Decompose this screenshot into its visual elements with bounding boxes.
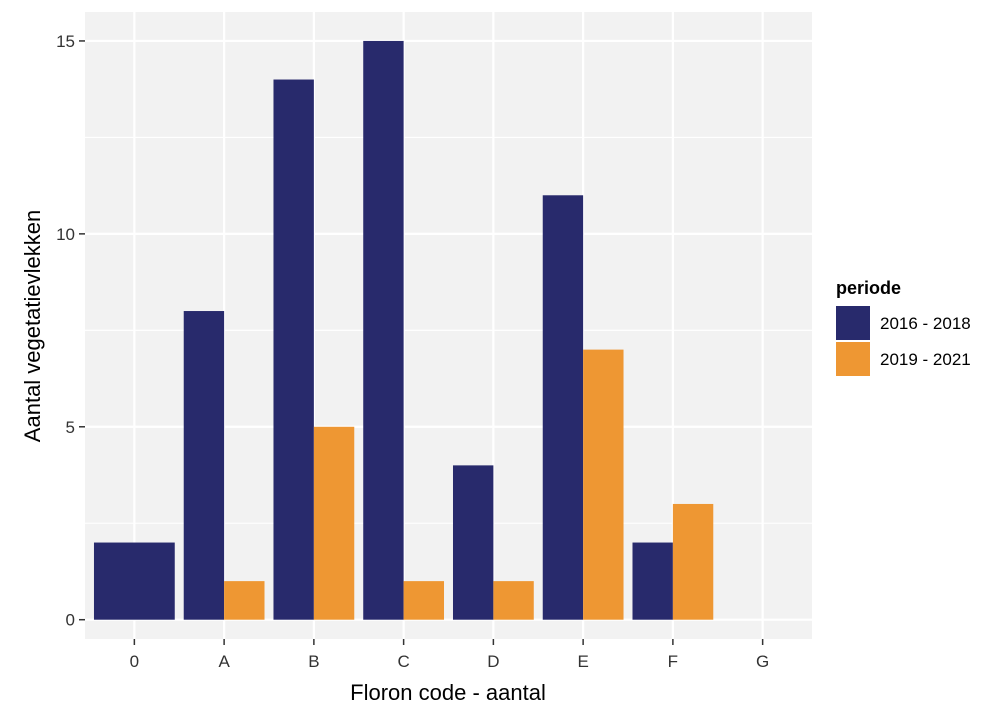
legend: periode 2016 - 2018 2019 - 2021 — [836, 278, 971, 376]
x-axis-title: Floron code - aantal — [350, 680, 546, 705]
bar-2016-2018-D — [452, 465, 494, 620]
y-tick-label: 15 — [56, 32, 75, 51]
bar-2019-2021-C — [403, 581, 445, 620]
x-axis: 0 A B C D E F G — [130, 639, 769, 671]
bar-2016-2018-B — [273, 79, 314, 620]
legend-label: 2016 - 2018 — [880, 314, 971, 333]
legend-swatch — [836, 306, 870, 340]
bar-2016-2018-E — [542, 195, 584, 620]
x-tick-label: 0 — [130, 652, 139, 671]
y-tick-label: 0 — [66, 611, 75, 630]
bar-2016-2018-A — [183, 311, 225, 620]
bar-2019-2021-B — [313, 426, 355, 620]
bar-2019-2021-F — [672, 503, 714, 620]
y-axis: 0 5 10 15 — [56, 32, 85, 630]
y-axis-title: Aantal vegetatievlekken — [20, 210, 45, 442]
bars — [93, 40, 714, 620]
bar-2019-2021-D — [493, 581, 534, 620]
bar-2016-2018-C — [363, 40, 404, 620]
y-tick-label: 10 — [56, 225, 75, 244]
x-tick-label: A — [218, 652, 230, 671]
legend-swatch — [836, 342, 870, 376]
bar-2016-2018-F — [632, 542, 673, 620]
x-tick-label: F — [668, 652, 678, 671]
legend-title: periode — [836, 278, 901, 298]
y-tick-label: 5 — [66, 418, 75, 437]
x-tick-label: D — [487, 652, 499, 671]
legend-label: 2019 - 2021 — [880, 350, 971, 369]
bar-2019-2021-A — [224, 581, 265, 620]
bar-2019-2021-E — [583, 349, 624, 620]
x-tick-label: C — [397, 652, 409, 671]
x-tick-label: G — [756, 652, 769, 671]
x-tick-label: B — [308, 652, 319, 671]
bar-2016-2018-0 — [93, 542, 175, 620]
x-tick-label: E — [577, 652, 588, 671]
legend-items: 2016 - 2018 2019 - 2021 — [836, 306, 971, 376]
